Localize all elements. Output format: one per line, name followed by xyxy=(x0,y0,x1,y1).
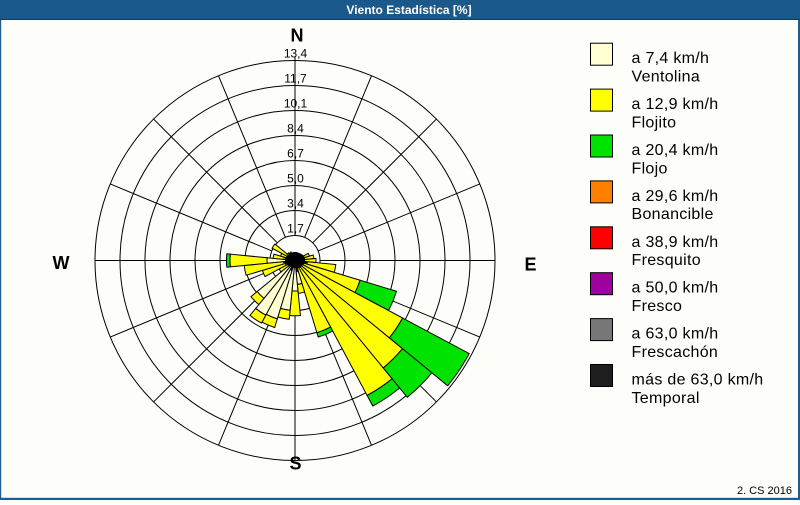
svg-text:1,7: 1,7 xyxy=(287,222,304,236)
svg-text:Frescachón: Frescachón xyxy=(632,344,719,361)
svg-text:5,0: 5,0 xyxy=(287,172,304,186)
svg-text:S: S xyxy=(289,454,301,474)
svg-text:Ventolina: Ventolina xyxy=(632,69,701,86)
svg-text:más de 63,0 km/h: más de 63,0 km/h xyxy=(632,372,764,389)
svg-text:a 7,4 km/h: a 7,4 km/h xyxy=(632,50,710,67)
svg-text:11,7: 11,7 xyxy=(284,72,307,86)
svg-text:N: N xyxy=(291,26,304,46)
svg-text:a 20,4 km/h: a 20,4 km/h xyxy=(632,142,719,159)
svg-text:W: W xyxy=(53,253,70,273)
svg-text:a 38,9 km/h: a 38,9 km/h xyxy=(632,234,719,251)
svg-text:a 29,6 km/h: a 29,6 km/h xyxy=(632,188,719,205)
svg-text:13,4: 13,4 xyxy=(284,47,308,61)
svg-text:Viento Estadística [%]: Viento Estadística [%] xyxy=(346,3,471,17)
svg-text:Fresquito: Fresquito xyxy=(632,252,701,269)
svg-text:a 63,0 km/h: a 63,0 km/h xyxy=(632,326,719,343)
svg-text:E: E xyxy=(524,255,536,275)
svg-text:Flojo: Flojo xyxy=(632,160,668,177)
svg-text:Flojito: Flojito xyxy=(632,114,677,131)
svg-text:2. CS 2016: 2. CS 2016 xyxy=(737,485,792,497)
svg-text:10,1: 10,1 xyxy=(284,97,308,111)
svg-text:a 12,9 km/h: a 12,9 km/h xyxy=(632,96,719,113)
svg-text:3,4: 3,4 xyxy=(287,197,304,211)
svg-text:a 50,0 km/h: a 50,0 km/h xyxy=(632,280,719,297)
svg-text:6,7: 6,7 xyxy=(287,147,304,161)
svg-text:Bonancible: Bonancible xyxy=(632,206,714,223)
svg-text:8,4: 8,4 xyxy=(287,122,304,136)
svg-text:Fresco: Fresco xyxy=(632,298,683,315)
svg-text:Temporal: Temporal xyxy=(632,390,700,407)
